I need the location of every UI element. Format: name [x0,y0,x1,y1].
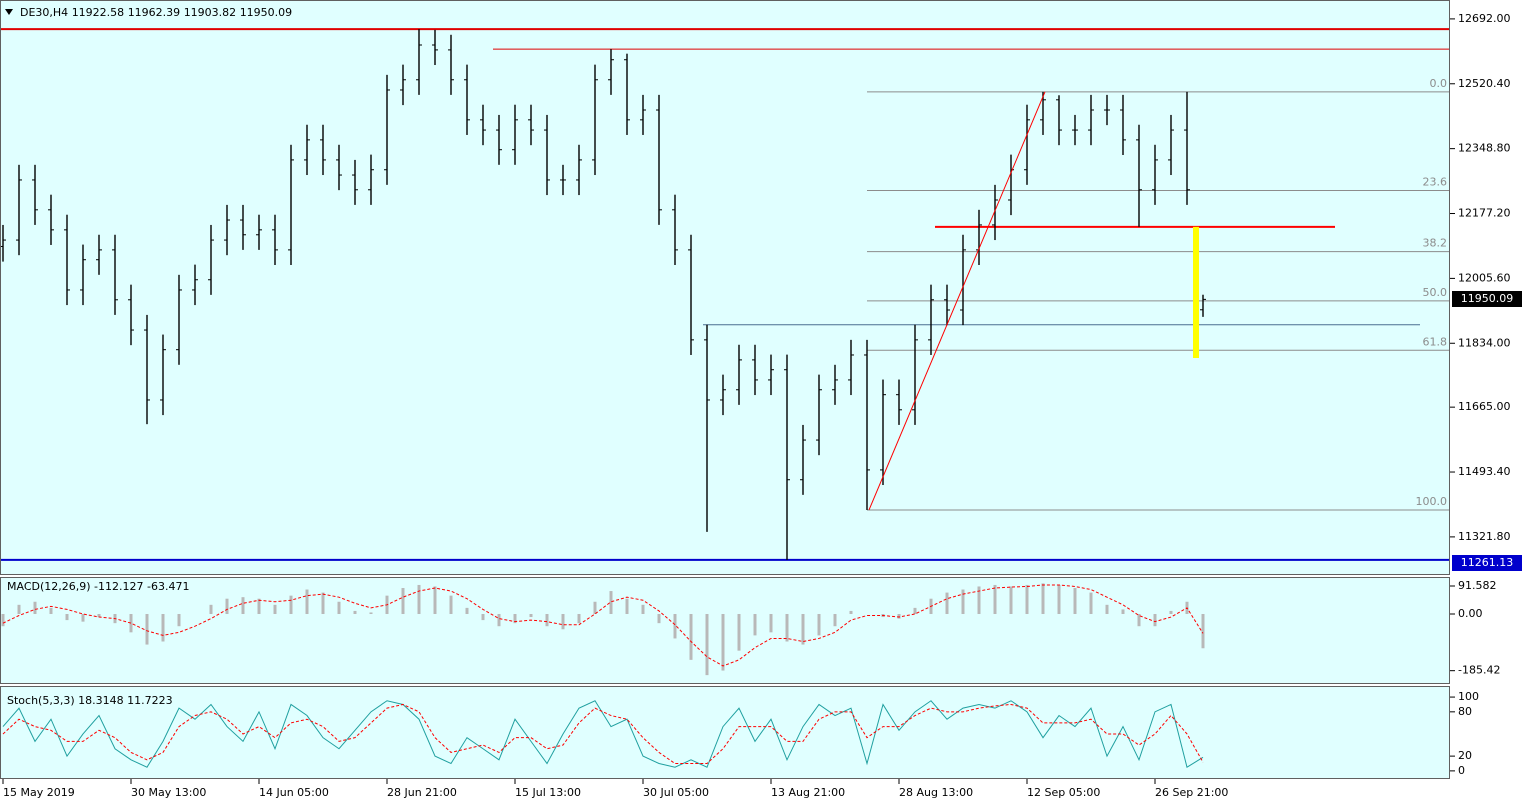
price-header: DE30,H4 11922.58 11962.39 11903.82 11950… [20,6,292,19]
highlight-box [1193,226,1199,359]
main-value: 18.3148 [78,694,124,707]
x-tick-label: 28 Jun 21:00 [387,786,457,799]
last-price-box [1452,291,1522,307]
y-tick-label: 11321.80 [1458,530,1511,543]
y-tick-label: 12692.00 [1458,12,1511,25]
y-tick-label: 80 [1458,705,1472,718]
level-price-label: 11261.13 [1461,556,1514,569]
fibo-label: 100.0 [1416,495,1448,508]
y-tick-label: -185.42 [1458,664,1500,677]
plot-layer: 0.0 23.6 38.2 50.0 61.8 100.0 [0,28,1450,768]
fibo-label: 23.6 [1423,176,1448,189]
low-value: 11903.82 [184,6,237,19]
collapse-arrow[interactable] [5,9,13,15]
y-tick-label: 0 [1458,764,1465,777]
y-tick-label: 100 [1458,690,1479,703]
y-tick-label: 91.582 [1458,579,1497,592]
signal-value: 11.7223 [127,694,173,707]
y-tick-label: 12520.40 [1458,77,1511,90]
trendline [868,91,1046,511]
signal-value: -63.471 [147,580,189,593]
panel-frames [0,0,1450,779]
level-price-box [1452,555,1522,571]
stoch-header: Stoch(5,3,3) 18.3148 11.7223 [7,694,173,707]
fibo-label: 38.2 [1423,237,1448,250]
x-tick-label: 15 May 2019 [3,786,75,799]
y-tick-label: 11665.00 [1458,400,1511,413]
x-tick-label: 12 Sep 05:00 [1027,786,1100,799]
macd-panel [0,577,1450,684]
y-tick-label: 11493.40 [1458,465,1511,478]
close-value: 11950.09 [240,6,293,19]
macd-header: MACD(12,26,9) -112.127 -63.471 [7,580,189,593]
price-panel [0,0,1450,575]
y-tick-label: 12005.60 [1458,271,1511,284]
stoch-panel [0,686,1450,779]
y-tick-label: 20 [1458,749,1472,762]
y-tick-label: 11834.00 [1458,336,1511,349]
x-tick-label: 30 Jul 05:00 [643,786,709,799]
y-tick-label: 12177.20 [1458,207,1511,220]
x-tick-label: 26 Sep 21:00 [1155,786,1228,799]
x-tick-label: 28 Aug 13:00 [899,786,973,799]
frame [0,686,1450,779]
fibo-label: 61.8 [1423,335,1448,348]
y-tick-label: 0.00 [1458,607,1483,620]
fibo-label: 0.0 [1430,77,1448,90]
x-tick-label: 13 Aug 21:00 [771,786,845,799]
fibo-label: 50.0 [1423,286,1448,299]
symbol: DE30,H4 [20,6,68,19]
macd-value: -112.127 [94,580,143,593]
indicator-name: Stoch(5,3,3) [7,694,75,707]
indicator-line [2,703,1204,764]
y-tick-label: 12348.80 [1458,142,1511,155]
high-value: 11962.39 [128,6,181,19]
frame [0,577,1450,684]
last-price-label: 11950.09 [1461,292,1514,305]
x-tick-label: 14 Jun 05:00 [259,786,329,799]
signal-line [2,584,1204,667]
x-tick-label: 15 Jul 13:00 [515,786,581,799]
open-value: 11922.58 [72,6,125,19]
indicator-name: MACD(12,26,9) [7,580,91,593]
frame [0,0,1450,575]
x-tick-label: 30 May 13:00 [131,786,206,799]
indicator-line [2,700,1204,768]
